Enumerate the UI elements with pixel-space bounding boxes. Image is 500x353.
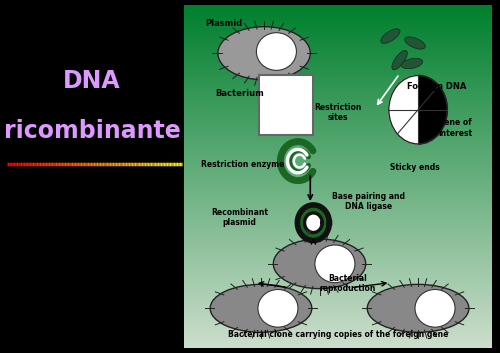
Ellipse shape: [402, 58, 422, 69]
Ellipse shape: [258, 289, 298, 327]
Ellipse shape: [389, 76, 448, 144]
Text: Bacterium: Bacterium: [215, 89, 264, 98]
Text: Sticky ends: Sticky ends: [390, 163, 440, 172]
Text: ricombinante: ricombinante: [4, 119, 180, 143]
Text: Base pairing and
DNA ligase: Base pairing and DNA ligase: [332, 192, 406, 211]
Ellipse shape: [381, 29, 400, 43]
Text: DNA: DNA: [63, 69, 121, 93]
Polygon shape: [389, 76, 418, 144]
Text: Foreign DNA: Foreign DNA: [407, 82, 466, 91]
Polygon shape: [304, 213, 322, 233]
Ellipse shape: [210, 285, 312, 332]
Bar: [260, 76, 314, 136]
Text: Gene of
interest: Gene of interest: [438, 118, 472, 138]
Ellipse shape: [315, 245, 355, 283]
Text: Bacterial clone carrying copies of the foreign gene: Bacterial clone carrying copies of the f…: [228, 330, 448, 339]
Polygon shape: [298, 205, 330, 240]
Ellipse shape: [392, 50, 407, 70]
Ellipse shape: [256, 33, 296, 70]
Text: Restriction enzyme: Restriction enzyme: [201, 160, 284, 169]
Ellipse shape: [274, 239, 366, 289]
Ellipse shape: [405, 37, 425, 49]
Ellipse shape: [415, 289, 455, 327]
Text: Recombinant
plasmid: Recombinant plasmid: [211, 208, 268, 227]
Text: Bacterial
reproduction: Bacterial reproduction: [319, 274, 376, 293]
Text: Plasmid: Plasmid: [206, 19, 243, 28]
Ellipse shape: [218, 27, 310, 80]
Ellipse shape: [368, 285, 469, 332]
Text: Restriction
sites: Restriction sites: [314, 103, 362, 122]
